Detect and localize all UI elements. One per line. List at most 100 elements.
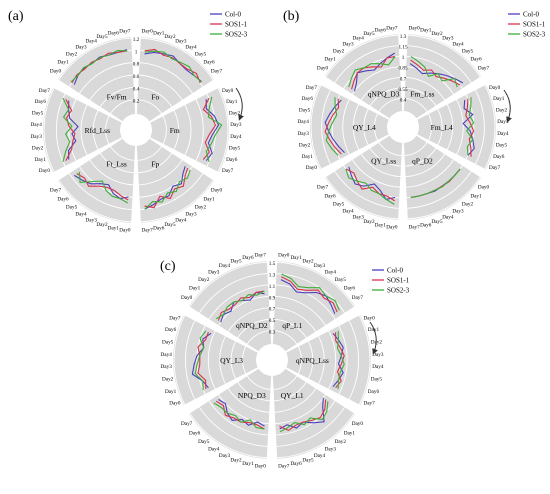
day-label: Day7 [363, 400, 375, 406]
day-label: Day3 [497, 119, 509, 125]
r-tick-label: 1 [402, 55, 405, 61]
day-label: Day5 [66, 204, 78, 210]
radar-center [120, 114, 152, 146]
day-label: Day7 [39, 88, 51, 94]
day-label: Day5 [302, 458, 314, 464]
day-label: Day7 [181, 421, 193, 427]
legend-label: SOS1-1 [387, 277, 410, 285]
day-label: Day1 [165, 389, 177, 395]
day-label: Day1 [302, 154, 314, 160]
parameter-label: qNPQ_D2 [236, 321, 268, 330]
r-tick-label: 1.3 [400, 34, 407, 40]
day-label: Day6 [368, 389, 380, 395]
r-tick-label: 0.3 [269, 330, 276, 336]
day-label: Day5 [229, 146, 241, 152]
day-label: Day3 [31, 134, 43, 140]
day-label: Day4 [161, 352, 173, 358]
day-label: Day6 [493, 154, 505, 160]
day-label: Day0 [255, 463, 267, 469]
day-label: Day7 [408, 224, 420, 230]
series-line-sos2-3 [70, 50, 128, 83]
series-line-sos2-3 [345, 168, 395, 205]
day-label: Day6 [420, 222, 432, 228]
r-tick-label: 0.9 [269, 295, 276, 301]
series-line-sos1-1 [144, 167, 189, 209]
sector-gap [398, 33, 408, 127]
day-label: Day1 [375, 222, 387, 228]
day-label: Day3 [325, 447, 337, 453]
parameter-label: qNPQ_Lss [296, 356, 329, 365]
r-tick-label: 1.2 [133, 37, 140, 43]
day-label: Day6 [203, 60, 215, 66]
day-label: Day0 [363, 316, 375, 322]
day-label: Day7 [317, 184, 329, 190]
legend-label: Col-0 [225, 11, 241, 19]
day-label: Day3 [230, 122, 242, 128]
series-line-sos2-3 [336, 330, 345, 390]
legend-label: SOS1-1 [523, 21, 546, 29]
day-label: Day1 [290, 255, 302, 261]
direction-arrow [503, 89, 512, 123]
day-label: Day1 [420, 28, 432, 34]
day-label: Day5 [96, 34, 108, 40]
series-line-sos2-3 [213, 402, 265, 430]
day-label: Day0 [489, 85, 501, 91]
r-tick-label: 0.55 [398, 87, 407, 93]
radar-center [256, 344, 288, 376]
sector-gap [136, 78, 220, 130]
day-label: Day4 [353, 36, 365, 42]
day-label: Day1 [108, 225, 120, 231]
day-label: Day6 [226, 157, 238, 163]
day-label: Day7 [489, 165, 501, 171]
day-label: Day0 [39, 168, 51, 174]
sector-gap [182, 305, 272, 360]
day-label: Day3 [185, 212, 197, 218]
sector-gap [319, 75, 403, 127]
day-label: Day2 [195, 204, 207, 210]
day-label: Day6 [108, 31, 120, 37]
day-label: Day1 [344, 430, 356, 436]
r-tick-label: 0.8 [133, 62, 140, 68]
day-label: Day0 [278, 253, 290, 259]
day-label: Day6 [165, 327, 177, 333]
day-label: Day3 [208, 269, 220, 275]
day-label: Day5 [335, 277, 347, 283]
day-label: Day5 [333, 201, 345, 207]
series-line-sos2-3 [348, 56, 396, 88]
r-tick-label: 0.7 [269, 307, 276, 313]
day-label: Day3 [86, 217, 98, 223]
sector-gap [319, 127, 403, 179]
parameter-label: Fm_Lss [410, 89, 434, 98]
parameter-label: NPQ_D3 [238, 391, 266, 400]
series-line-sos1-1 [202, 97, 217, 160]
series-line-sos2-3 [410, 168, 461, 198]
day-label: Day5 [195, 52, 207, 58]
day-label: Day1 [57, 60, 69, 66]
day-label: Day3 [75, 44, 87, 50]
r-tick-label: 0.85 [398, 66, 407, 72]
day-label: Day1 [35, 157, 47, 163]
panel-letter: (a) [8, 9, 24, 24]
parameter-label: qP_L1 [282, 321, 302, 330]
day-label: Day3 [353, 214, 365, 220]
direction-arrow [369, 321, 378, 355]
parameter-label: qP_D2 [412, 157, 433, 166]
sector-gap [52, 78, 136, 130]
day-label: Day3 [314, 263, 326, 269]
day-label: Day2 [496, 107, 508, 113]
day-label: Day3 [372, 352, 384, 358]
day-label: Day7 [306, 85, 318, 91]
series-line-sos1-1 [324, 98, 342, 155]
day-label: Day4 [442, 214, 454, 220]
r-tick-label: 1.5 [269, 261, 276, 267]
day-label: Day0 [306, 165, 318, 171]
day-label: Day7 [50, 187, 62, 193]
sector-gap [266, 360, 278, 460]
day-label: Day6 [57, 196, 69, 202]
day-label: Day2 [32, 146, 44, 152]
r-tick-label: 0.4 [133, 86, 140, 92]
day-label: Day6 [35, 99, 47, 105]
series-line-sos2-3 [205, 96, 223, 163]
